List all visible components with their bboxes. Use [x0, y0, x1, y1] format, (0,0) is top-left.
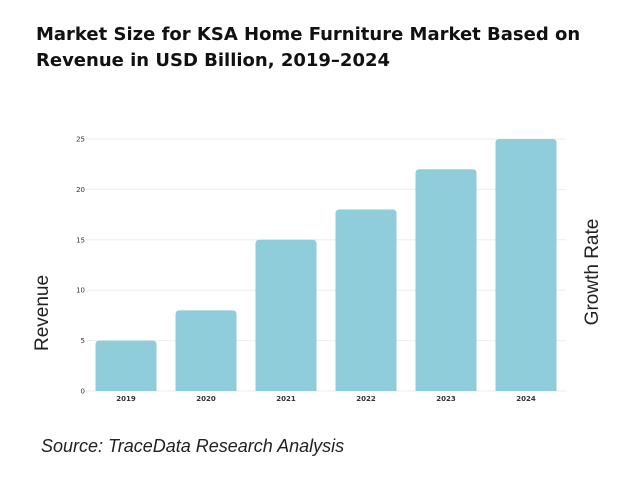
bar-2019: [95, 340, 157, 391]
bars: [95, 139, 557, 391]
bar-2021: [255, 239, 317, 391]
secondary-y-axis-title: Growth Rate: [582, 219, 603, 326]
y-tick-label: 20: [76, 186, 85, 194]
x-tick-label: 2021: [276, 395, 296, 403]
chart-title: Market Size for KSA Home Furniture Marke…: [36, 24, 581, 71]
y-tick-labels: 0 5 10 15 20 25: [76, 136, 85, 396]
y-tick-label: 10: [76, 287, 85, 295]
bar-2022: [335, 209, 397, 391]
x-tick-label: 2019: [116, 395, 136, 403]
x-tick-label: 2020: [196, 395, 216, 403]
x-tick-label: 2023: [436, 395, 456, 403]
x-tick-label: 2024: [516, 395, 536, 403]
y-axis-title: Revenue: [32, 275, 53, 351]
bar-2023: [415, 169, 477, 391]
grid-lines: [86, 138, 566, 392]
y-tick-label: 0: [81, 388, 85, 396]
bar-2024: [495, 139, 557, 391]
y-tick-label: 25: [76, 136, 85, 144]
x-tick-label: 2022: [356, 395, 376, 403]
y-tick-label: 15: [76, 236, 85, 244]
y-tick-label: 5: [81, 337, 85, 345]
source-note: Source: TraceData Research Analysis: [41, 436, 345, 456]
bar-2020: [175, 310, 237, 391]
x-tick-labels: 2019 2020 2021 2022 2023 2024: [116, 395, 536, 403]
